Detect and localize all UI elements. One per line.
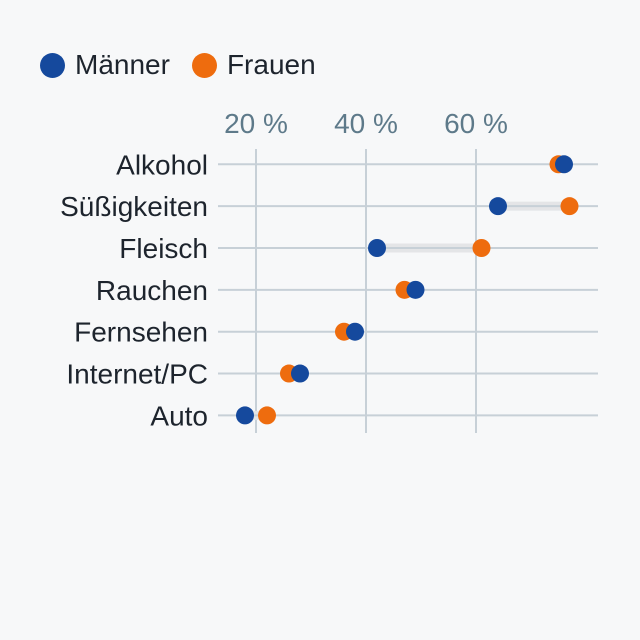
dot-maenner: [368, 239, 386, 257]
x-tick-label: 40 %: [334, 108, 398, 139]
category-label: Süßigkeiten: [60, 191, 208, 222]
dot-maenner: [555, 155, 573, 174]
dot-frauen: [472, 239, 491, 257]
category-label: Fleisch: [119, 233, 208, 264]
dot-frauen: [258, 406, 276, 425]
category-label: Internet/PC: [66, 359, 208, 390]
dot-maenner: [489, 197, 507, 216]
dot-maenner: [236, 406, 254, 425]
category-label: Fernsehen: [74, 317, 208, 348]
dumbbell-chart: 20 % 40 % 60 % Alkohol Süßigkeiten Fleisch Rau…: [60, 108, 598, 433]
dot-maenner: [346, 322, 364, 341]
category-label: Alkohol: [116, 149, 208, 180]
x-tick-label: 20 %: [224, 108, 288, 139]
dot-maenner: [291, 364, 309, 383]
legend: Männer Frauen: [40, 51, 316, 79]
category-label: Rauchen: [96, 275, 208, 306]
category-label: Auto: [150, 400, 208, 431]
legend-dot-frauen-icon: [191, 52, 217, 78]
legend-item-maenner: Männer: [40, 51, 170, 79]
legend-item-frauen: Frauen: [191, 49, 316, 80]
legend-dot-maenner-icon: [40, 52, 65, 78]
legend-label-maenner: Männer: [75, 49, 170, 80]
dot-maenner: [406, 280, 425, 299]
legend-label-frauen: Frauen: [226, 49, 316, 80]
x-tick-label: 60 %: [444, 108, 508, 139]
dot-frauen: [560, 197, 579, 216]
